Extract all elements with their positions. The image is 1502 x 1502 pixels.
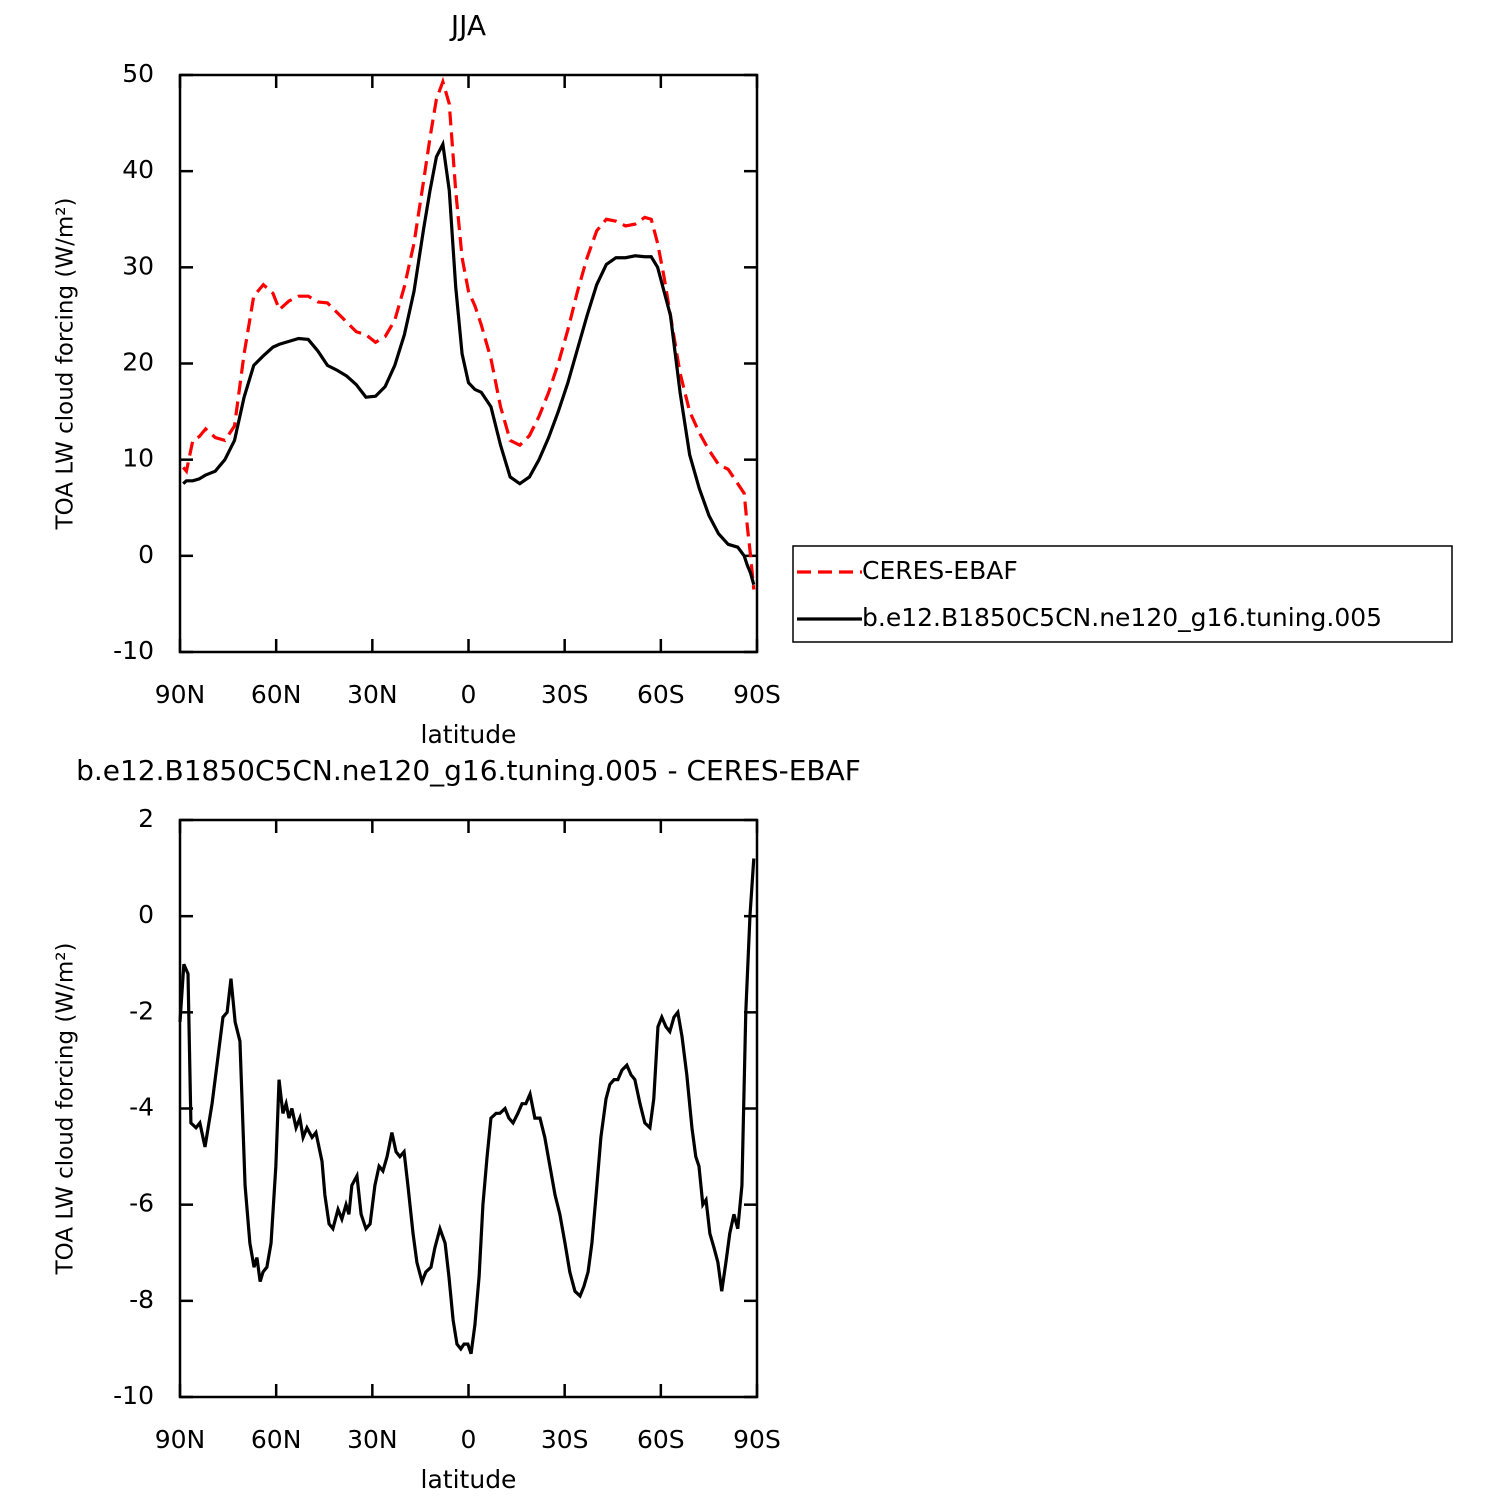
x-tick-label: 90N [155,680,206,709]
x-tick-label: 30N [347,1425,398,1454]
chart-title: JJA [449,9,486,42]
y-axis-label: TOA LW cloud forcing (W/m²) [53,198,79,531]
y-tick-label: 20 [122,348,154,377]
x-tick-label: 60N [251,680,302,709]
y-tick-label: 0 [138,900,154,929]
x-tick-label: 90S [733,1425,781,1454]
x-tick-label: 0 [461,680,477,709]
data-line [181,76,756,590]
x-tick-label: 30S [541,1425,589,1454]
y-tick-label: -6 [129,1189,154,1218]
chart-title: b.e12.B1850C5CN.ne120_g16.tuning.005 - C… [76,754,861,787]
x-tick-label: 30N [347,680,398,709]
legend-label: CERES-EBAF [862,556,1018,585]
x-tick-label: 90N [155,1425,206,1454]
y-tick-label: -10 [113,1381,154,1410]
y-axis-label: TOA LW cloud forcing (W/m²) [53,943,79,1276]
plot-frame [178,73,759,654]
y-tick-label: 50 [122,59,154,88]
y-tick-label: 30 [122,251,154,280]
y-tick-label: -2 [129,996,154,1025]
legend-label: b.e12.B1850C5CN.ne120_g16.tuning.005 [862,603,1382,632]
plot-frame [178,818,759,1399]
x-axis-label: latitude [421,1465,517,1494]
data-line [178,858,756,1355]
y-tick-label: -8 [129,1285,154,1314]
x-tick-label: 60S [637,1425,685,1454]
y-tick-label: 0 [138,540,154,569]
x-tick-label: 60N [251,1425,302,1454]
y-tick-label: -10 [113,636,154,665]
data-line [182,139,756,586]
x-tick-label: 60S [637,680,685,709]
x-tick-label: 90S [733,680,781,709]
y-tick-label: 2 [138,804,154,833]
y-tick-label: 10 [122,444,154,473]
y-tick-label: -4 [129,1093,154,1122]
x-tick-label: 0 [461,1425,477,1454]
x-tick-label: 30S [541,680,589,709]
x-axis-label: latitude [421,720,517,749]
y-tick-label: 40 [122,155,154,184]
legend-box [792,545,1453,643]
